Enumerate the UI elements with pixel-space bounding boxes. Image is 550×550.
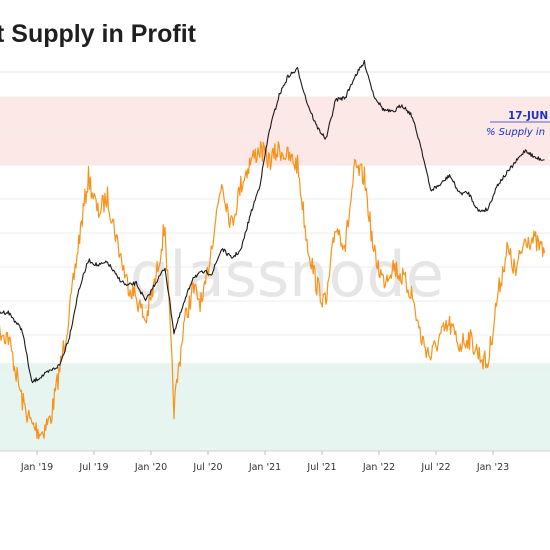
x-tick-label: Jan '19 — [20, 462, 53, 473]
x-tick-label: Jul '20 — [192, 462, 222, 473]
x-tick-label: Jan '20 — [134, 462, 167, 473]
chart-title: t Supply in Profit — [0, 20, 196, 48]
x-tick-label: Jul '21 — [306, 462, 336, 473]
price-line — [0, 60, 545, 384]
x-tick-label: Jan '23 — [476, 462, 509, 473]
x-tick-label: Jul '19 — [78, 462, 108, 473]
series-layer — [0, 60, 546, 440]
x-tick-label: Jul '22 — [420, 462, 450, 473]
chart-area: glassnode Jan '19 Jul '19 Jan '20 Jul '20 Ja… — [0, 60, 550, 500]
supply-line — [0, 141, 546, 440]
x-axis-ticks: Jan '19 Jul '19 Jan '20 Jul '20 Jan '21 Jul '… — [20, 451, 509, 473]
chart-svg: glassnode Jan '19 Jul '19 Jan '20 Jul '20 Ja… — [0, 60, 550, 473]
x-tick-label: Jan '22 — [362, 462, 395, 473]
annotation-date: 17-JUN — [508, 110, 548, 122]
gridlines — [0, 96, 550, 404]
x-tick-label: Jan '21 — [248, 462, 281, 473]
annotation-text: % Supply in — [486, 127, 545, 138]
lower-band — [0, 363, 550, 451]
